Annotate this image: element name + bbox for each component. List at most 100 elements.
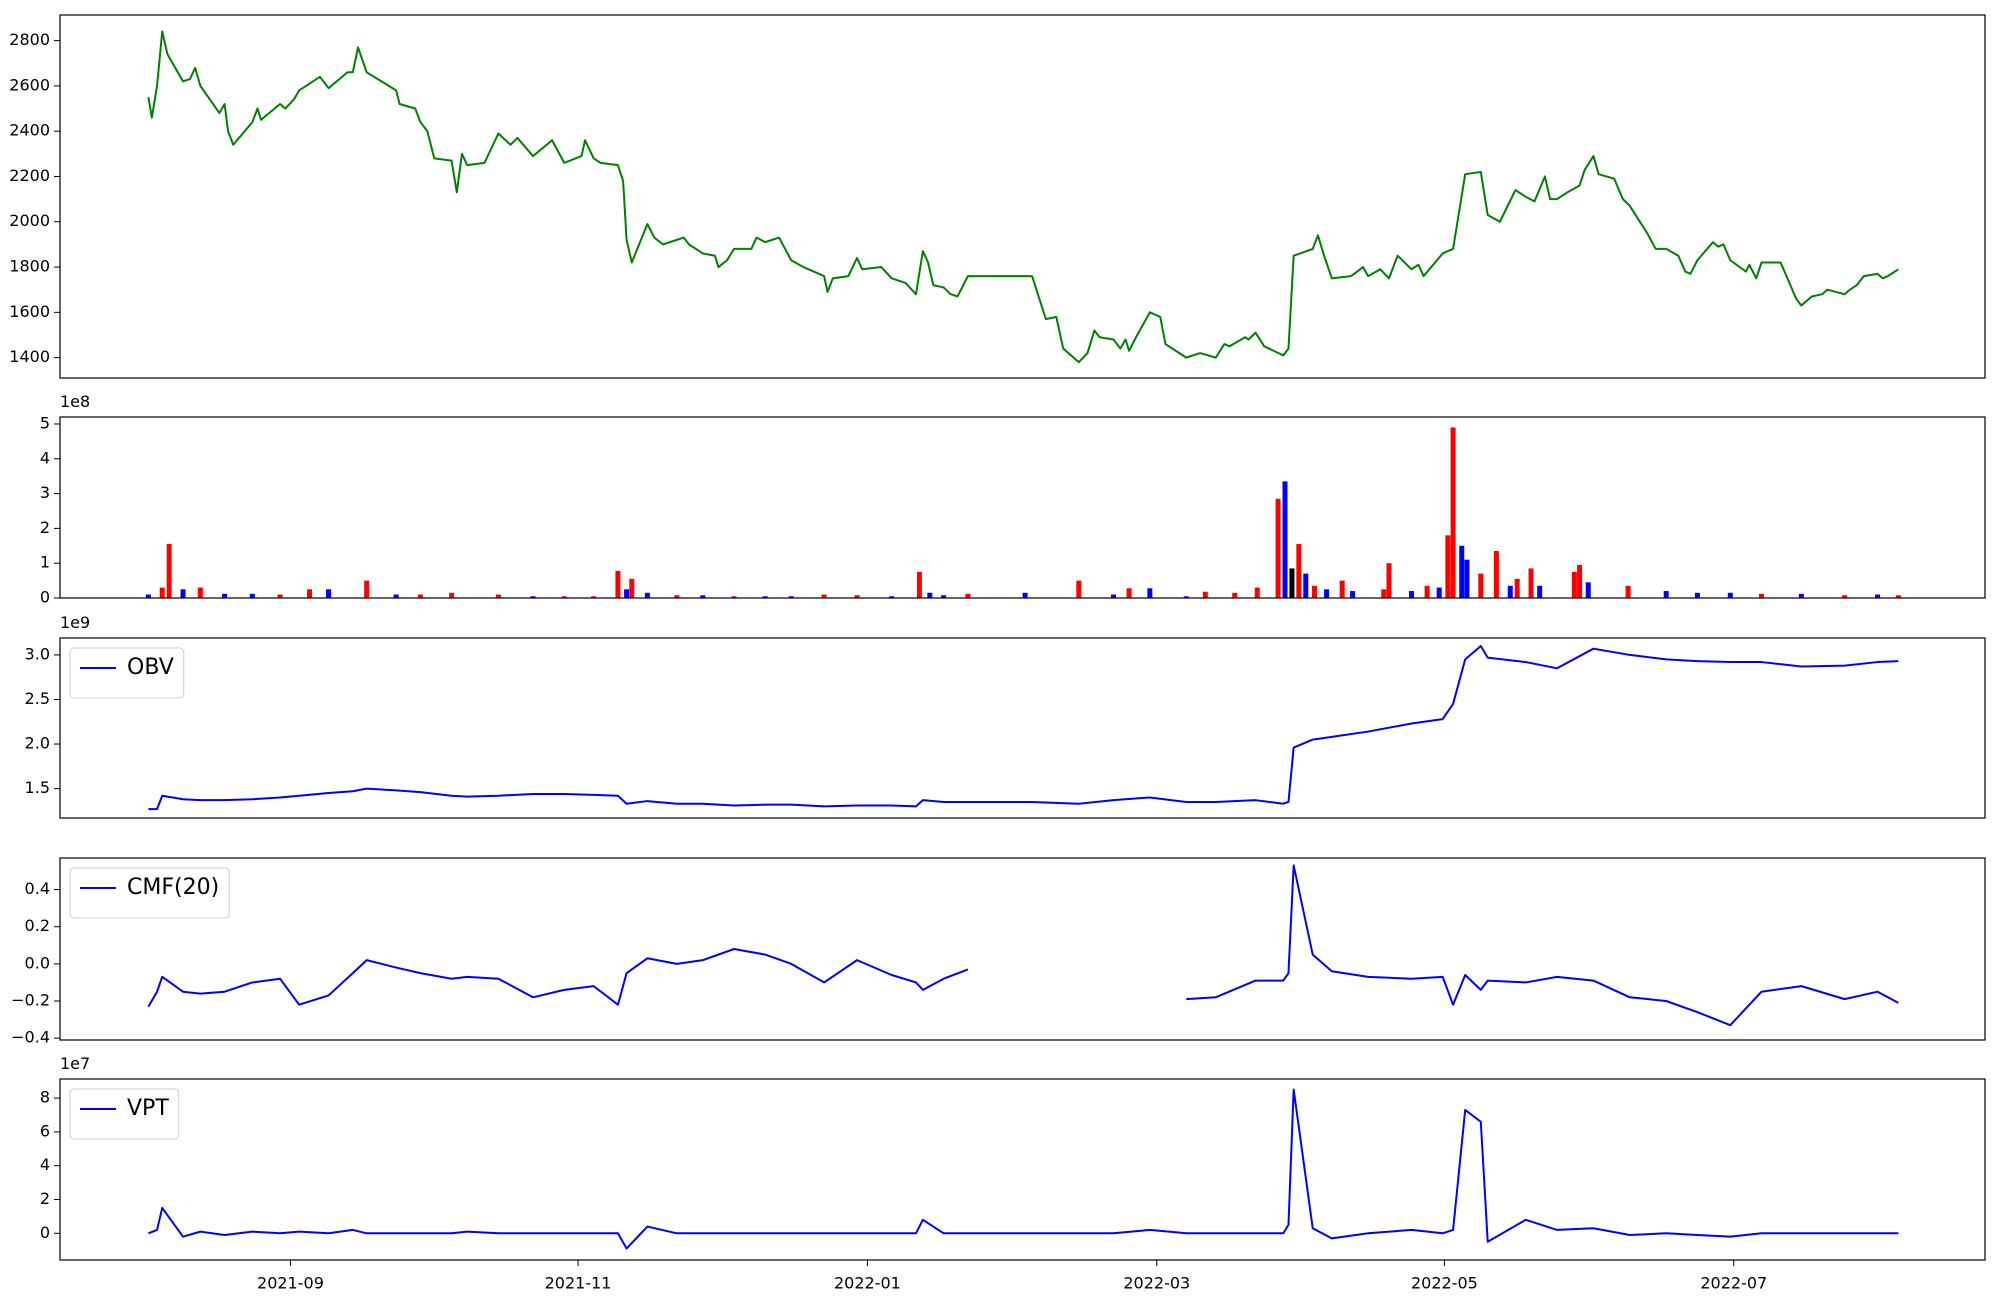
- y-tick-label: 2200: [9, 166, 50, 185]
- axes-frame: [59, 416, 1986, 599]
- plot-area: [147, 30, 1899, 364]
- volume-bar: [449, 592, 455, 598]
- offset-text: 1e7: [60, 1054, 90, 1073]
- legend: VPT: [69, 1088, 180, 1140]
- volume-bar: [1183, 596, 1189, 598]
- volume-bar: [561, 596, 567, 598]
- volume-bar: [854, 595, 860, 598]
- legend-box: [69, 1088, 180, 1140]
- volume-bar: [1450, 427, 1456, 598]
- volume-bar: [927, 592, 933, 598]
- offset-text: 1e9: [60, 613, 90, 632]
- y-tick-label: 2.0: [25, 734, 50, 753]
- y-tick-label: 2: [40, 1189, 50, 1208]
- volume-bar: [495, 594, 501, 598]
- volume-bar: [1459, 545, 1465, 598]
- indicator-line: [148, 1088, 1899, 1250]
- volume-bar: [1445, 535, 1451, 598]
- volume-bar: [307, 589, 313, 598]
- volume-bar: [1895, 595, 1901, 598]
- legend-box: [69, 867, 230, 919]
- volume-bar: [1625, 585, 1631, 598]
- volume-bar: [591, 596, 597, 598]
- panel: 1400 1600 1800 2000 2200 2400 2600 2800: [9, 14, 1986, 379]
- plot-area: [147, 864, 1899, 1027]
- y-tick-label: 3.0: [25, 644, 50, 663]
- plot-area: [148, 1088, 1899, 1250]
- volume-bar: [624, 589, 630, 598]
- volume-bar: [1350, 591, 1356, 598]
- volume-bar: [166, 544, 172, 598]
- y-tick-label: 3: [40, 483, 50, 502]
- y-tick-label: 4: [40, 1155, 50, 1174]
- volume-bar: [941, 595, 947, 598]
- volume-bar: [1076, 580, 1082, 598]
- volume-bar: [1537, 585, 1543, 598]
- volume-bar: [1493, 551, 1499, 598]
- volume-bar: [1875, 594, 1881, 598]
- volume-bar: [1386, 563, 1392, 598]
- volume-bar: [364, 580, 370, 598]
- volume-bar: [1528, 568, 1534, 598]
- volume-bar: [762, 596, 768, 598]
- volume-bar: [1585, 582, 1591, 598]
- legend-label: CMF(20): [127, 875, 219, 900]
- legend: CMF(20): [69, 867, 230, 919]
- y-tick-label: 1800: [9, 257, 50, 276]
- y-tick-label: 2: [40, 518, 50, 537]
- volume-bar: [821, 594, 827, 598]
- volume-bar: [916, 571, 922, 598]
- volume-bar: [1289, 568, 1295, 598]
- indicator-line: [148, 645, 1899, 811]
- y-tick-label: 2800: [9, 30, 50, 49]
- axes-frame: [59, 637, 1986, 819]
- volume-bar: [965, 593, 971, 598]
- y-tick-label: 1400: [9, 347, 50, 366]
- volume-bar: [1571, 571, 1577, 598]
- volume-bar: [674, 595, 680, 598]
- legend: OBV: [69, 647, 185, 699]
- x-tick-label: 2022-05: [1411, 1274, 1478, 1293]
- volume-bar: [1663, 591, 1669, 598]
- plot-area: [148, 645, 1899, 811]
- y-tick-label: 1.5: [25, 778, 50, 797]
- y-tick-label: 0: [40, 1223, 50, 1242]
- volume-bar: [1464, 559, 1470, 598]
- y-tick-label: −0.2: [11, 991, 50, 1010]
- y-tick-label: 0: [40, 588, 50, 607]
- panel: 1.5 2.0 2.5 3.0 1e9 OBV: [25, 613, 1986, 819]
- axes-frame: [59, 857, 1986, 1041]
- volume-bar: [1424, 585, 1430, 598]
- volume-bar: [1324, 589, 1330, 598]
- volume-bar: [1577, 564, 1583, 598]
- y-tick-label: 5: [40, 413, 50, 432]
- y-tick-label: 6: [40, 1121, 50, 1140]
- y-tick-label: 1: [40, 553, 50, 572]
- volume-bar: [731, 596, 737, 598]
- y-tick-label: −0.4: [11, 1028, 50, 1047]
- x-tick-label: 2021-11: [545, 1274, 612, 1293]
- volume-bar: [222, 593, 228, 598]
- y-tick-label: 0.0: [25, 953, 50, 972]
- volume-bar: [1798, 593, 1804, 598]
- volume-bar: [1694, 592, 1700, 598]
- volume-bar: [1339, 580, 1345, 598]
- volume-bar: [326, 589, 332, 598]
- volume-bar: [889, 596, 895, 598]
- volume-bar: [644, 592, 650, 598]
- plot-area: [145, 427, 1901, 598]
- volume-bar: [1408, 591, 1414, 598]
- y-tick-label: 2400: [9, 121, 50, 140]
- y-tick-label: 2600: [9, 75, 50, 94]
- volume-bar: [1110, 594, 1116, 598]
- volume-bar: [1275, 498, 1281, 598]
- volume-bar: [1478, 573, 1484, 598]
- y-tick-label: 0.2: [25, 916, 50, 935]
- volume-bar: [1303, 573, 1309, 598]
- legend-label: VPT: [127, 1096, 169, 1121]
- volume-bar: [249, 593, 255, 598]
- volume-bar: [1126, 588, 1132, 598]
- volume-bar: [417, 594, 423, 598]
